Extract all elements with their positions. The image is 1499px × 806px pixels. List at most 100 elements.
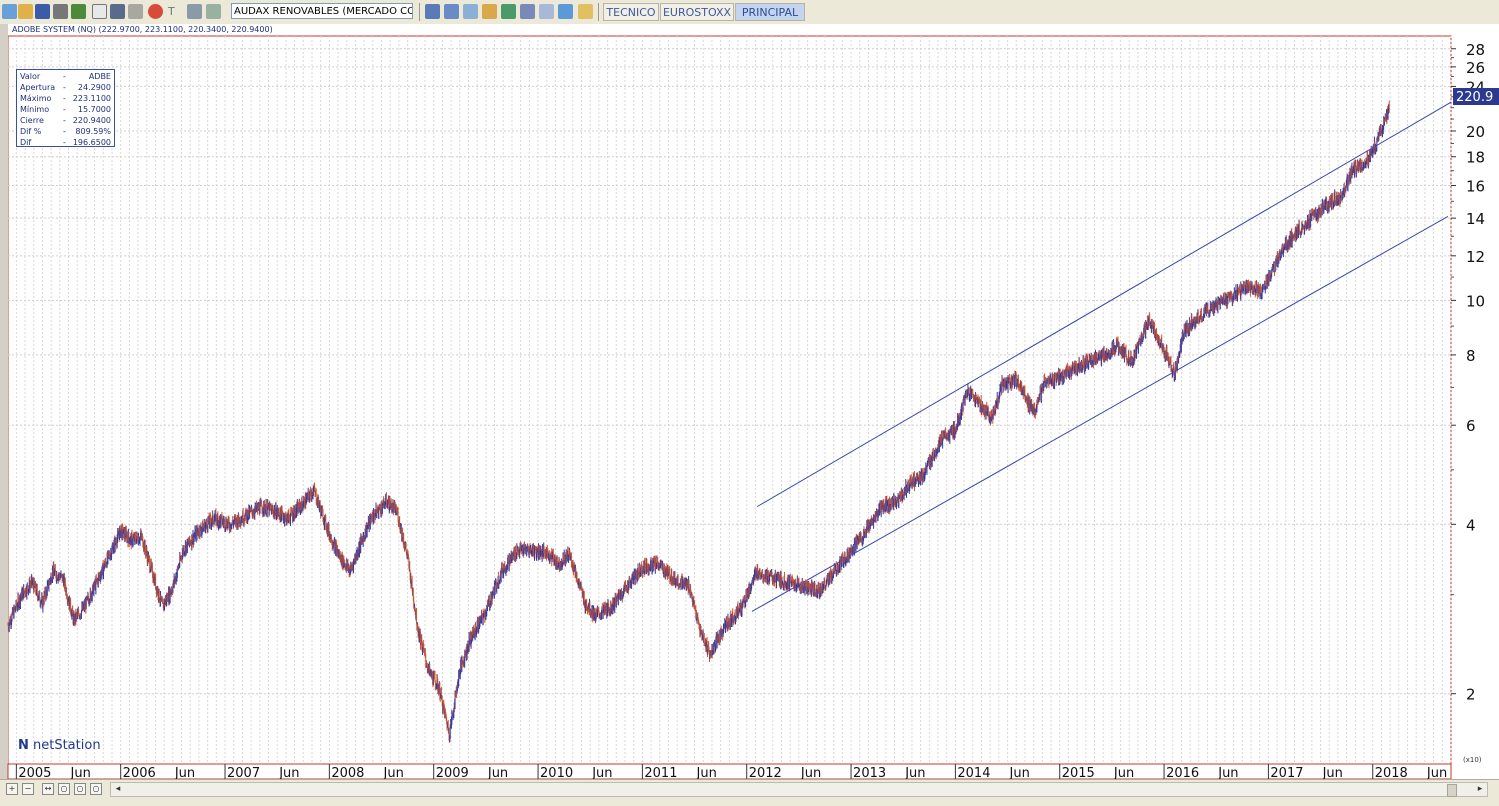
chart-header: ADOBE SYSTEM (NQ) (222.9700, 223.1100, 2… [12, 25, 273, 34]
data-window-value: 24.2900 [77, 83, 111, 92]
color-palette-icon[interactable] [148, 4, 163, 19]
data-window-label: Cierre [20, 116, 44, 125]
quotes-icon[interactable] [444, 4, 459, 19]
y-tick-label: 14 [1466, 210, 1485, 228]
x-tick-label: Jun [1113, 766, 1134, 779]
data-window-row: Dif % -809.59% [19, 126, 112, 137]
brand-label: netStation [33, 738, 101, 753]
netstation-icon: N [18, 738, 29, 753]
horizontal-scrollbar[interactable]: ◂ ▸ [110, 782, 1488, 797]
data-window-row: Mínimo - 15.7000 [19, 104, 112, 115]
x-tick-label: 2007 [227, 766, 260, 779]
symbol-search-input[interactable]: AUDAX RENOVABLES (MERCADO CONTINU [231, 3, 413, 19]
last-price-tag: 220.9 [1453, 88, 1499, 105]
scroll-thumb[interactable] [1447, 784, 1457, 797]
data-window: Valor - ADBE Apertura -24.2900 Máximo -223.110… [16, 69, 115, 147]
data-window-dash: - [63, 127, 66, 136]
x-tick-label: 2006 [123, 766, 156, 779]
data-window-dash: - [63, 138, 66, 147]
x-tick-label: 2014 [957, 766, 990, 779]
eraser-icon[interactable] [128, 4, 143, 19]
magnify-icon[interactable]: ○ [58, 783, 70, 795]
open-folder-icon[interactable] [18, 4, 33, 19]
x-tick-label: Jun [278, 766, 299, 779]
x-tick-label: Jun [696, 766, 717, 779]
left-edge-panel [0, 24, 8, 779]
y-tick-label: 20 [1466, 123, 1485, 141]
x-tick-label: 2016 [1166, 766, 1199, 779]
chart-window: 2 4 6 8 10 12 14 16 18 20 24 26 28 2005 Jun 2006 Jun 200… [0, 24, 1499, 779]
data-window-label: Valor [20, 72, 41, 81]
y-tick-label: 10 [1466, 292, 1485, 310]
bar-chart-icon[interactable] [482, 4, 497, 19]
tab-eurostoxx[interactable]: EUROSTOXX [660, 3, 734, 21]
y-tick-label: 16 [1466, 178, 1485, 196]
chart-window-icon[interactable] [425, 4, 440, 19]
y-tick-label: 4 [1466, 516, 1476, 534]
y-tick-label: 28 [1466, 41, 1485, 59]
x-tick-label: Jun [1009, 766, 1030, 779]
indicator-icon[interactable] [520, 4, 535, 19]
data-window-value: 15.7000 [77, 105, 111, 114]
y-tick-label: 8 [1466, 347, 1476, 365]
x-tick-label: Jun [487, 766, 508, 779]
data-window-row: Apertura - 24.2900 [19, 82, 112, 93]
data-window-dash: - [63, 105, 66, 114]
zoom-in-icon[interactable]: + [6, 783, 18, 795]
magnify-minus-icon[interactable]: ○ [74, 783, 86, 795]
y-tick-label: 12 [1466, 248, 1485, 266]
news-icon[interactable] [539, 4, 554, 19]
time-axis-band [7, 763, 1452, 779]
scroll-left-icon[interactable]: ◂ [115, 784, 121, 794]
tab-principal[interactable]: PRINCIPAL [735, 3, 805, 21]
print-icon[interactable] [53, 4, 68, 19]
help-icon[interactable] [578, 4, 593, 19]
x-tick-label: Jun [904, 766, 925, 779]
y-tick-label: 6 [1466, 417, 1476, 435]
data-window-value: ADBE [88, 72, 111, 81]
x-tick-label: 2015 [1062, 766, 1095, 779]
reset-zoom-icon[interactable]: ○ [90, 783, 102, 795]
data-window-dash: - [63, 116, 66, 125]
x-tick-label: 2005 [18, 766, 51, 779]
brush-icon[interactable] [110, 4, 125, 19]
line-chart-icon[interactable] [501, 4, 516, 19]
y-tick-label: 2 [1466, 686, 1476, 704]
trend-channel [751, 101, 1452, 612]
x-tick-label: Jun [174, 766, 195, 779]
x-tick-label: Jun [1217, 766, 1238, 779]
data-window-value: 809.59% [75, 127, 111, 136]
last-price-label: 220.9 [1456, 90, 1493, 105]
y-tick-label: 26 [1466, 59, 1485, 77]
alerts-icon[interactable] [558, 4, 573, 19]
drawing-tools-icon[interactable] [71, 4, 86, 19]
pan-icon[interactable]: ↔ [42, 783, 54, 795]
tab-tecnico[interactable]: TECNICO [603, 3, 659, 21]
grid-icon[interactable] [92, 4, 107, 19]
settings-icon[interactable] [187, 4, 202, 19]
x-tick-label: Jun [70, 766, 91, 779]
data-window-label: Máximo [20, 94, 52, 103]
toolbar-separator [419, 3, 420, 21]
x-tick-label: Jun [1322, 766, 1343, 779]
scale-note: (x10) [1463, 756, 1482, 764]
text-tool-icon[interactable]: T [168, 5, 175, 18]
scroll-right-icon[interactable]: ▸ [1477, 784, 1483, 794]
table-icon[interactable] [463, 4, 478, 19]
data-window-label: Dif [20, 138, 32, 147]
zoom-out-icon[interactable]: − [22, 783, 34, 795]
x-tick-label: Jun [591, 766, 612, 779]
trend-line-upper [756, 101, 1452, 508]
x-tick-label: Jun [383, 766, 404, 779]
x-tick-label: 2008 [331, 766, 364, 779]
save-icon[interactable] [35, 4, 50, 19]
x-tick-label: 2018 [1375, 766, 1408, 779]
new-icon[interactable] [2, 4, 17, 19]
refresh-icon[interactable] [206, 4, 221, 19]
x-tick-label: Jun [1426, 766, 1447, 779]
data-window-label: Dif % [20, 127, 42, 136]
y-tick-label: 18 [1466, 149, 1485, 167]
x-tick-label: 2009 [436, 766, 469, 779]
data-window-dash: - [63, 94, 66, 103]
